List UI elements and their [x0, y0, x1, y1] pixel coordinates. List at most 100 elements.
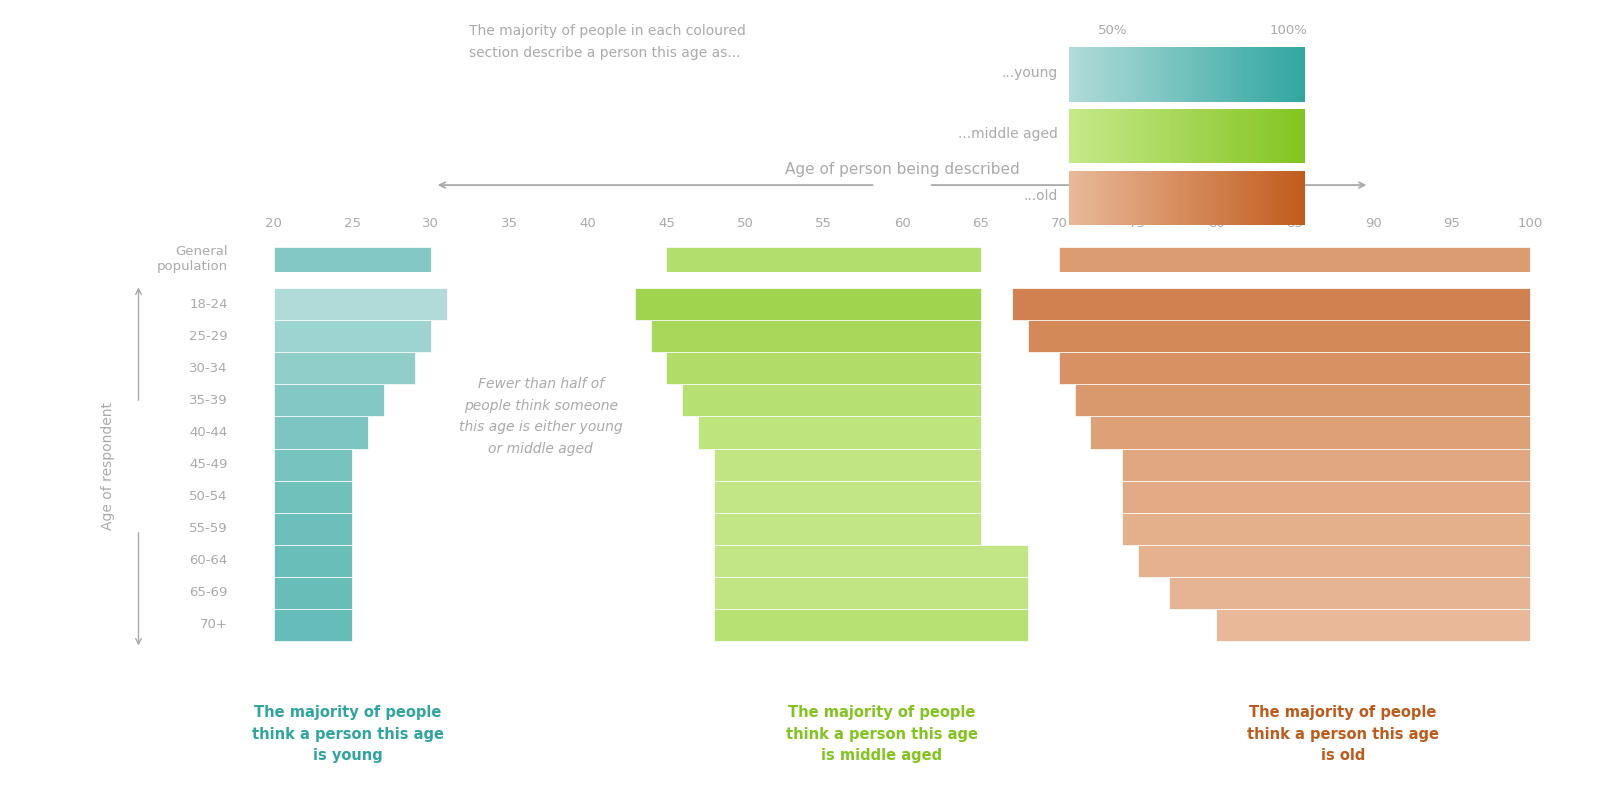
Bar: [1210, 171, 1215, 226]
Bar: [1084, 110, 1089, 164]
Bar: [1144, 110, 1147, 164]
Bar: [1152, 48, 1155, 102]
Bar: [1105, 110, 1108, 164]
Bar: [1226, 48, 1231, 102]
Bar: [1199, 171, 1202, 226]
Bar: [1265, 48, 1270, 102]
Bar: [1108, 110, 1112, 164]
Bar: [1175, 110, 1180, 164]
Bar: [1160, 171, 1163, 226]
Bar: [1290, 110, 1293, 164]
Bar: [714, 480, 981, 513]
Bar: [273, 320, 430, 352]
Bar: [273, 417, 369, 448]
Bar: [1218, 110, 1223, 164]
Bar: [1105, 48, 1108, 102]
Bar: [714, 545, 1027, 577]
Bar: [1139, 171, 1144, 226]
Bar: [1207, 48, 1210, 102]
Bar: [1290, 171, 1293, 226]
Bar: [1188, 110, 1191, 164]
Bar: [1259, 171, 1262, 226]
Bar: [1191, 48, 1196, 102]
Bar: [1270, 110, 1273, 164]
Bar: [1139, 48, 1144, 102]
Bar: [1097, 48, 1100, 102]
Bar: [1100, 110, 1105, 164]
Bar: [1144, 171, 1147, 226]
Bar: [1293, 110, 1298, 164]
Bar: [1133, 110, 1136, 164]
Bar: [1125, 110, 1128, 164]
Bar: [1121, 513, 1531, 545]
Bar: [714, 609, 1027, 641]
Bar: [1218, 171, 1223, 226]
Bar: [1084, 48, 1089, 102]
Bar: [1223, 171, 1226, 226]
Bar: [1084, 171, 1089, 226]
Bar: [1133, 48, 1136, 102]
Bar: [1262, 48, 1265, 102]
Bar: [1112, 171, 1116, 226]
Bar: [1188, 171, 1191, 226]
Bar: [1235, 48, 1238, 102]
Bar: [1125, 48, 1128, 102]
Bar: [1112, 48, 1116, 102]
Bar: [1188, 48, 1191, 102]
Text: 50%: 50%: [1099, 24, 1128, 37]
Bar: [1231, 48, 1235, 102]
Bar: [1171, 110, 1175, 164]
Bar: [1160, 48, 1163, 102]
Bar: [273, 384, 383, 417]
Bar: [273, 247, 430, 272]
Bar: [1091, 417, 1531, 448]
Bar: [1136, 48, 1139, 102]
Bar: [1273, 110, 1278, 164]
Bar: [1254, 171, 1259, 226]
Bar: [1163, 171, 1168, 226]
Bar: [1278, 110, 1281, 164]
Bar: [1251, 48, 1254, 102]
Bar: [1254, 110, 1259, 164]
Bar: [1105, 171, 1108, 226]
Bar: [1116, 48, 1120, 102]
Bar: [273, 448, 353, 480]
Bar: [1270, 48, 1273, 102]
Bar: [697, 417, 981, 448]
Bar: [1259, 110, 1262, 164]
Bar: [1243, 110, 1246, 164]
Bar: [1273, 171, 1278, 226]
Bar: [1286, 171, 1290, 226]
Bar: [1215, 48, 1218, 102]
Bar: [1100, 48, 1105, 102]
Bar: [1217, 609, 1531, 641]
Bar: [1251, 171, 1254, 226]
Bar: [1147, 171, 1152, 226]
Bar: [1128, 48, 1133, 102]
Bar: [273, 577, 353, 609]
Bar: [1298, 171, 1301, 226]
Bar: [1144, 48, 1147, 102]
Bar: [1069, 110, 1073, 164]
Bar: [1152, 110, 1155, 164]
Bar: [1073, 171, 1076, 226]
Bar: [1207, 110, 1210, 164]
Bar: [1139, 110, 1144, 164]
Bar: [1155, 48, 1160, 102]
Bar: [1136, 171, 1139, 226]
Bar: [1076, 48, 1081, 102]
Bar: [1226, 110, 1231, 164]
Text: The majority of people in each coloured
section describe a person this age as...: The majority of people in each coloured …: [469, 24, 746, 60]
Bar: [1076, 171, 1081, 226]
Bar: [683, 384, 981, 417]
Bar: [714, 513, 981, 545]
Bar: [1121, 448, 1531, 480]
Bar: [1081, 110, 1084, 164]
Bar: [1199, 48, 1202, 102]
Bar: [1238, 48, 1243, 102]
Bar: [1262, 171, 1265, 226]
Bar: [1278, 48, 1281, 102]
Bar: [1278, 171, 1281, 226]
Bar: [1254, 48, 1259, 102]
Bar: [1100, 171, 1105, 226]
